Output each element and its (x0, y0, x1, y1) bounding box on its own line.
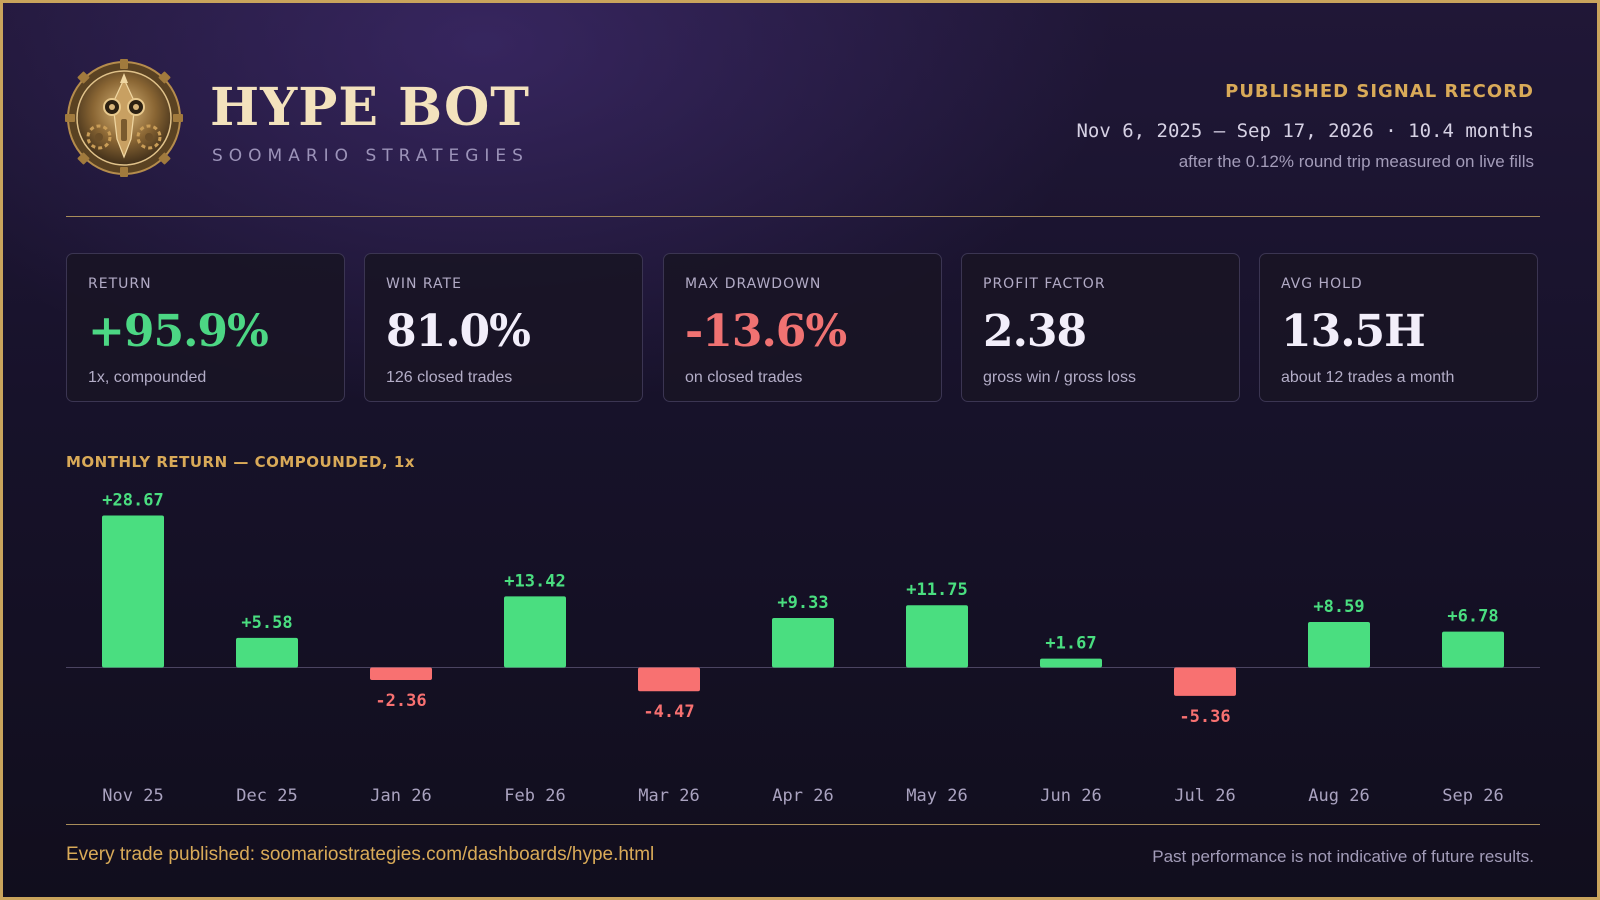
stat-card-win-rate: WIN RATE 81.0% 126 closed trades (364, 253, 643, 402)
bar-value-label: +5.58 (241, 613, 292, 633)
x-tick-label: Mar 26 (638, 786, 699, 806)
bar-value-label: +13.42 (504, 571, 565, 591)
bar-jul-26 (1174, 667, 1236, 696)
stat-caption: gross win / gross loss (983, 369, 1136, 386)
stat-caption: 1x, compounded (88, 369, 207, 386)
footer-divider (66, 824, 1540, 825)
bar-jan-26 (370, 667, 432, 681)
stat-caption: about 12 trades a month (1281, 369, 1455, 386)
stat-card-avg-hold: AVG HOLD 13.5H about 12 trades a month (1259, 253, 1538, 402)
stat-card-return: RETURN +95.9% 1x, compounded (66, 253, 345, 402)
bar-value-label: -2.36 (375, 691, 426, 711)
x-tick-label: May 26 (906, 786, 967, 806)
bar-value-label: +9.33 (777, 593, 828, 613)
bar-value-label: -4.47 (643, 702, 694, 722)
bar-value-label: +28.67 (102, 491, 163, 511)
x-tick-label: Aug 26 (1308, 786, 1369, 806)
bar-feb-26 (504, 596, 566, 668)
x-tick-label: Apr 26 (772, 786, 833, 806)
record-note: after the 0.12% round trip measured on l… (1178, 152, 1534, 171)
bar-value-label: +1.67 (1045, 634, 1096, 654)
record-date-range: Nov 6, 2025 – Sep 17, 2026 · 10.4 months (1076, 120, 1534, 142)
x-tick-label: Jun 26 (1040, 786, 1101, 806)
stat-label: RETURN (88, 276, 152, 292)
bar-dec-25 (236, 637, 298, 668)
brand-title: HYPE BOT (210, 77, 530, 138)
bar-may-26 (906, 605, 968, 668)
bar-value-label: +8.59 (1313, 597, 1364, 617)
chart-title: MONTHLY RETURN — COMPOUNDED, 1x (66, 453, 415, 471)
bar-nov-25 (102, 515, 164, 668)
stat-label: WIN RATE (386, 276, 462, 292)
x-tick-label: Dec 25 (236, 786, 297, 806)
stat-caption: on closed trades (685, 369, 803, 386)
bar-value-label: +11.75 (906, 580, 967, 600)
stat-value: 81.0% (386, 306, 531, 357)
bar-apr-26 (772, 618, 834, 668)
monthly-return-chart: +28.67 Nov 25 +5.58 Dec 25 -2.36 Jan 26 +13.42… (66, 491, 1540, 806)
steampunk-gear-medallion-icon (65, 59, 183, 177)
stat-label: MAX DRAWDOWN (685, 276, 822, 292)
record-label: PUBLISHED SIGNAL RECORD (1225, 81, 1534, 102)
bar-sep-26 (1442, 631, 1504, 668)
stat-value: 2.38 (983, 306, 1087, 357)
disclaimer: Past performance is not indicative of fu… (1152, 847, 1534, 866)
bar-aug-26 (1308, 621, 1370, 668)
dashboard-link[interactable]: Every trade published: soomariostrategie… (66, 844, 655, 865)
bar-jun-26 (1040, 658, 1102, 668)
x-tick-label: Sep 26 (1442, 786, 1503, 806)
x-tick-label: Nov 25 (102, 786, 163, 806)
stat-caption: 126 closed trades (386, 369, 513, 386)
x-tick-label: Jan 26 (370, 786, 431, 806)
bar-value-label: -5.36 (1179, 707, 1230, 727)
stat-label: PROFIT FACTOR (983, 276, 1106, 292)
brand-subtitle: SOOMARIO STRATEGIES (212, 146, 529, 166)
stat-card-profit-factor: PROFIT FACTOR 2.38 gross win / gross los… (961, 253, 1240, 402)
header-divider (66, 216, 1540, 217)
x-tick-label: Jul 26 (1174, 786, 1235, 806)
stat-card-max-drawdown: MAX DRAWDOWN -13.6% on closed trades (663, 253, 942, 402)
stat-value: 13.5H (1281, 306, 1426, 357)
stat-value: +95.9% (88, 306, 269, 357)
bar-value-label: +6.78 (1447, 607, 1498, 627)
x-tick-label: Feb 26 (504, 786, 565, 806)
stat-value: -13.6% (685, 306, 847, 357)
stat-label: AVG HOLD (1281, 276, 1363, 292)
bar-mar-26 (638, 667, 700, 692)
